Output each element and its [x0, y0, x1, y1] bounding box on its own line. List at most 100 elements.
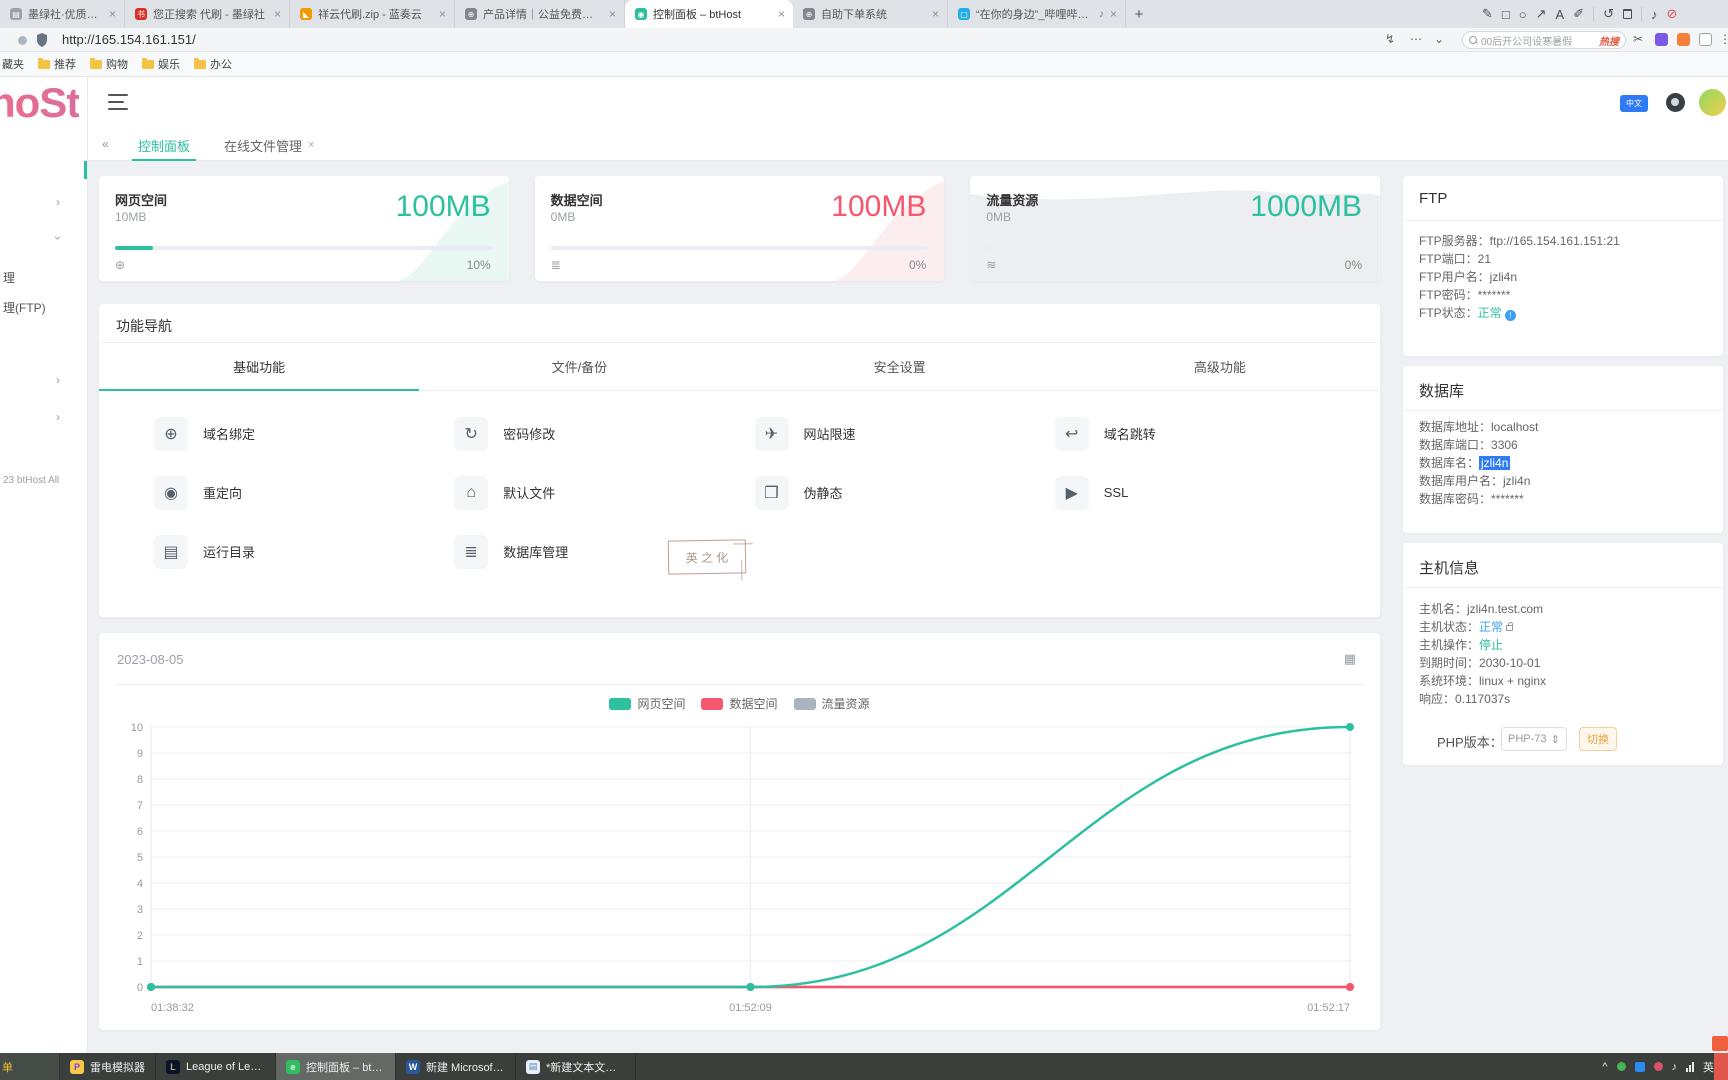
chevron-right-icon[interactable]: › — [56, 373, 60, 387]
ssl-icon: ▶ — [1054, 475, 1089, 510]
chevron-right-icon[interactable]: › — [56, 410, 60, 424]
dropdown-chevron-icon[interactable]: ⌄ — [1434, 32, 1445, 46]
bookmark-item[interactable]: 藏夹 — [2, 56, 24, 72]
tab-audio-icon[interactable]: ♪ — [1098, 8, 1104, 20]
date-value[interactable]: 2023-08-05 — [117, 652, 184, 667]
avatar[interactable] — [1699, 89, 1726, 116]
extension-game-icon[interactable] — [1677, 33, 1690, 46]
taskbar-partial-button[interactable]: 单 — [0, 1053, 60, 1080]
flash-icon[interactable]: ↯ — [1385, 32, 1396, 46]
function-item[interactable]: ▤ 运行目录 — [139, 522, 439, 581]
tray-network-icon[interactable] — [1686, 1061, 1694, 1072]
circle-tool-icon[interactable]: ○ — [1518, 6, 1527, 22]
tab-close-icon[interactable]: × — [777, 7, 785, 21]
browser-tab[interactable]: ◉ 控制面板 – btHost × — [625, 0, 793, 28]
brush-tool-icon[interactable]: ✐ — [1573, 6, 1585, 21]
usage-chart-card: 2023-08-05 ▦ 网页空间 数据空间 流量资源 0 1 2 3 4 5 6 7 8 9 10 01… — [99, 633, 1380, 1030]
rectangle-tool-icon[interactable]: □ — [1501, 6, 1510, 22]
browser-tab[interactable]: ⊕ 产品详情｜公益免费主机互联 × — [455, 0, 625, 28]
collapse-tabs-icon[interactable]: « — [102, 137, 109, 151]
text-tool-icon[interactable]: A — [1555, 6, 1565, 22]
arrow-tool-icon[interactable]: ↗ — [1535, 6, 1547, 21]
tray-red-icon[interactable] — [1653, 1062, 1663, 1071]
tray-speaker-icon[interactable]: ♪ — [1671, 1060, 1678, 1073]
function-item[interactable]: ▶ SSL — [1040, 463, 1340, 522]
legend-item[interactable]: 流量资源 — [793, 695, 870, 712]
menu-toggle-icon[interactable] — [108, 94, 128, 110]
taskbar-button[interactable]: e 控制面板 – btHost.. — [276, 1053, 396, 1080]
php-switch-button[interactable]: 切换 — [1579, 727, 1617, 751]
tab-close-icon[interactable]: × — [931, 7, 939, 21]
browser-tab[interactable]: ◣ 祥云代刷.zip - 蓝奏云 × — [290, 0, 455, 28]
info-circle-icon[interactable]: ! — [1504, 310, 1516, 321]
theme-icon[interactable] — [1666, 93, 1685, 112]
hot-search-tag[interactable]: 热搜 — [1599, 36, 1619, 48]
more-icon[interactable]: ⋯ — [1410, 32, 1422, 46]
phone-icon[interactable] — [1699, 33, 1712, 46]
tray-expand-icon[interactable]: ^ — [1602, 1060, 1608, 1073]
browser-tab[interactable]: ▤ 墨绿社·优质网站源码与模板 × — [0, 0, 125, 28]
floating-badge[interactable] — [1712, 1036, 1728, 1051]
mic-muted-icon[interactable]: ⊘ — [1666, 6, 1678, 21]
url-text[interactable]: http://165.154.161.151/ — [62, 32, 196, 47]
action-link[interactable]: 停止 — [1479, 638, 1504, 652]
bookmark-item[interactable]: 娱乐 — [142, 56, 180, 72]
taskbar-button[interactable]: W 新建 Microsoft W... — [396, 1053, 516, 1080]
page-tab[interactable]: 控制面板 — [128, 129, 200, 161]
tab-close-icon[interactable]: × — [438, 7, 446, 21]
sidebar-item[interactable]: 理(FTP) — [3, 301, 46, 315]
tab-close-icon[interactable]: × — [273, 7, 281, 21]
tab-close-icon[interactable]: × — [608, 7, 616, 21]
function-tab[interactable]: 文件/备份 — [551, 360, 608, 375]
pen-icon[interactable]: ✎ — [1482, 6, 1493, 21]
language-badge[interactable]: 中文 — [1620, 95, 1648, 112]
speaker-icon[interactable]: ♪ — [1651, 6, 1658, 22]
tray-blue-icon[interactable] — [1634, 1061, 1645, 1072]
run-directory-icon: ▤ — [154, 534, 188, 569]
function-item[interactable]: ◉ 重定向 — [139, 463, 439, 522]
tray-language[interactable]: 英 — [1703, 1061, 1714, 1074]
function-item[interactable]: ≣ 数据库管理 — [439, 522, 739, 581]
bookmark-item[interactable]: 推荐 — [38, 56, 76, 72]
tab-close-icon[interactable]: × — [108, 7, 116, 21]
function-item[interactable]: ✈ 网站限速 — [740, 404, 1040, 463]
quick-search-box[interactable]: 00后开公司设寒暑假 热搜 — [1462, 31, 1626, 49]
legend-item[interactable]: 数据空间 — [701, 695, 778, 712]
extension-grid-icon[interactable] — [1655, 33, 1668, 46]
php-version-select[interactable]: PHP-73 ⇕ — [1501, 727, 1567, 751]
legend-swatch — [701, 697, 724, 710]
function-tab[interactable]: 基础功能 — [99, 343, 420, 391]
browser-tab[interactable]: ⊕ 自助下单系统 × — [793, 0, 948, 28]
bookmark-item[interactable]: 购物 — [90, 56, 128, 72]
function-item[interactable]: ↻ 密码修改 — [439, 404, 739, 463]
tab-close-icon[interactable]: × — [1109, 7, 1117, 21]
taskbar-button[interactable]: L League of Legends — [156, 1053, 276, 1080]
tray-green-icon[interactable] — [1616, 1062, 1626, 1071]
function-item[interactable]: ⊕ 域名绑定 — [139, 404, 439, 463]
favicon-icon: ◣ — [300, 8, 312, 20]
sidebar-item[interactable]: 理 — [3, 271, 16, 285]
ftp-panel: FTP FTP服务器：ftp://165.154.161.151:21 FTP端口… — [1403, 176, 1723, 356]
function-item[interactable]: ⌂ 默认文件 — [439, 463, 739, 522]
function-tab[interactable]: 安全设置 — [873, 360, 926, 375]
tab-close-icon[interactable]: × — [308, 139, 315, 151]
function-item[interactable]: ❒ 伪静态 — [740, 463, 1040, 522]
function-item[interactable]: ↩ 域名跳转 — [1040, 404, 1340, 463]
menu-dots-icon[interactable]: ⋮ — [1719, 32, 1728, 46]
browser-tab[interactable]: 书您正搜索 代刷 - 墨绿社 × — [125, 0, 290, 28]
chevron-down-icon[interactable]: › — [51, 236, 65, 240]
legend-item[interactable]: 网页空间 — [609, 695, 685, 712]
chevron-right-icon[interactable]: › — [56, 195, 60, 209]
page-tab[interactable]: 在线文件管理 × — [214, 129, 324, 161]
calendar-icon[interactable]: ▦ — [1343, 651, 1356, 666]
undo-icon[interactable]: ↺ — [1603, 6, 1615, 21]
taskbar-button[interactable]: P 雷电模拟器 — [60, 1053, 156, 1080]
trash-icon[interactable] — [1623, 9, 1633, 19]
function-tab[interactable]: 高级功能 — [1193, 360, 1246, 375]
taskbar-button[interactable]: ▤ *新建文本文档.txt -.. — [516, 1053, 636, 1080]
new-tab-button[interactable]: + — [1134, 5, 1144, 23]
bookmark-item[interactable]: 办公 — [194, 56, 232, 72]
browser-tab[interactable]: ▢ “在你的身边”_哔哩哔哩_b ♪ × — [948, 0, 1126, 28]
show-desktop-strip[interactable] — [1714, 1053, 1728, 1080]
scissors-icon[interactable]: ✂ — [1633, 32, 1644, 46]
